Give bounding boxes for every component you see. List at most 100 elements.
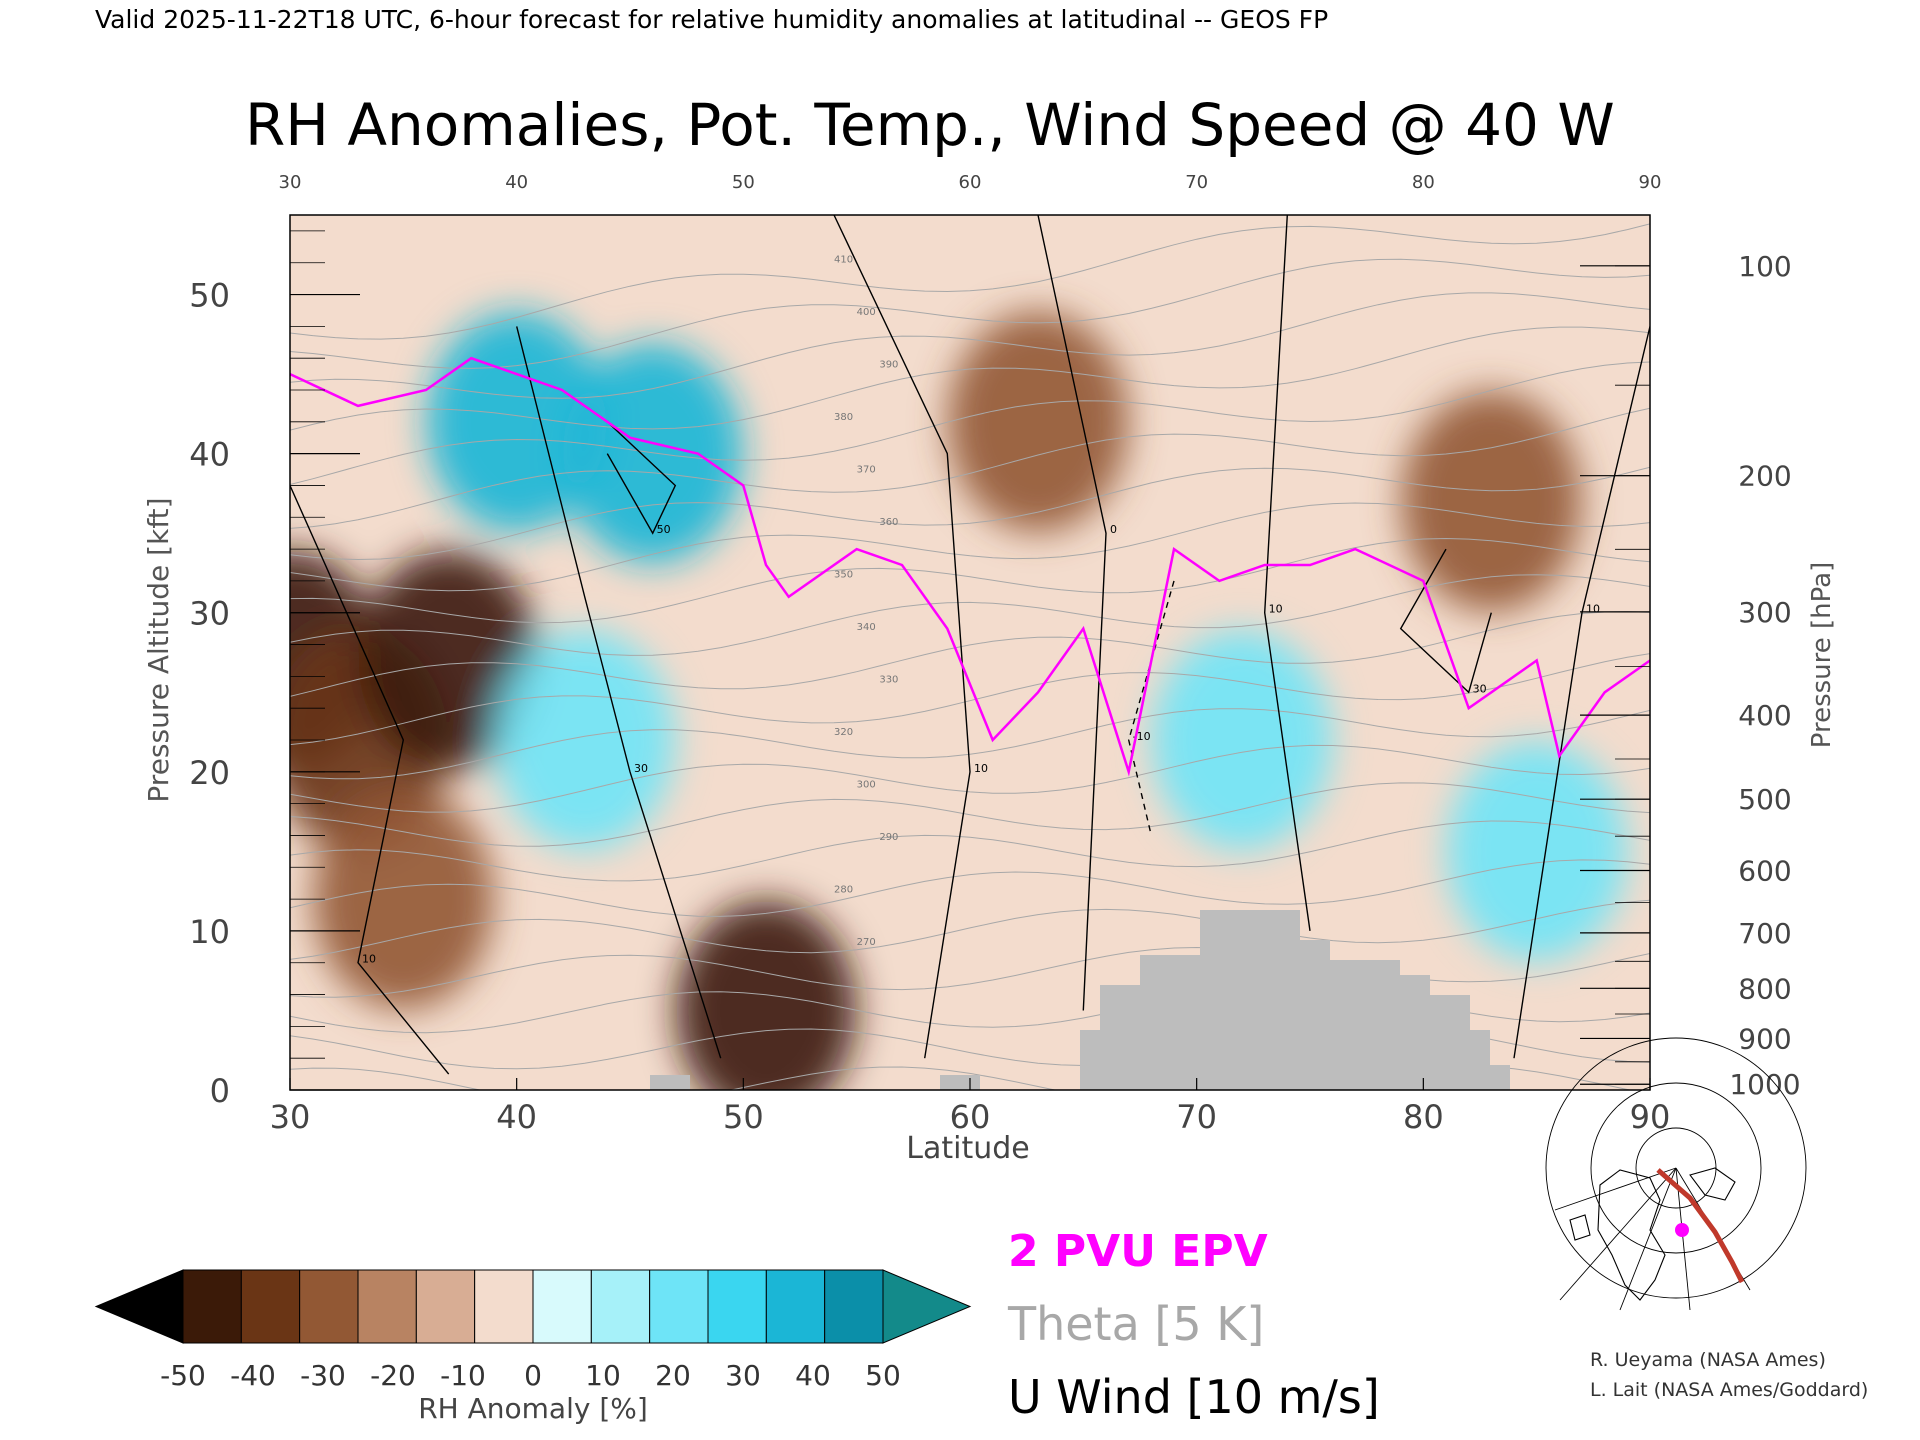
colorbar-segment xyxy=(707,1269,767,1344)
colorbar-high-arrow xyxy=(882,1269,972,1344)
x-axis-ticks: 30 40 50 60 70 80 90 xyxy=(270,1078,1671,1136)
colorbar: -50 -40 -30 -20 -10 0 10 20 30 40 50 xyxy=(94,1269,972,1392)
theta-contour-label: 390 xyxy=(879,360,898,371)
left-axis-ticks: 0 10 20 30 40 50 xyxy=(189,230,360,1110)
plot-area: 4104003903803703603503403303203002902802… xyxy=(189,172,1800,1136)
u-wind-contour-label: 30 xyxy=(634,762,648,775)
rh-anomaly-field xyxy=(290,311,1627,1090)
legend-wind: U Wind [10 m/s] xyxy=(1008,1370,1380,1424)
colorbar-segment xyxy=(357,1269,417,1344)
rh-anomaly-cell xyxy=(948,311,1128,532)
inset-map xyxy=(1545,1037,1807,1311)
colorbar-tick-label: 40 xyxy=(795,1359,831,1392)
rh-anomaly-cell xyxy=(1401,391,1582,612)
y-tick-label: 30 xyxy=(189,595,230,633)
epv-2pvu-line xyxy=(290,356,1650,777)
theta-contour xyxy=(290,782,1650,847)
colorbar-segment xyxy=(415,1269,476,1344)
x-top-tick-label: 60 xyxy=(959,172,982,193)
theta-contour xyxy=(290,326,1650,431)
theta-contour-label: 300 xyxy=(857,780,876,791)
colorbar-tick-label: -50 xyxy=(160,1359,206,1392)
y-tick-label: 10 xyxy=(189,913,230,951)
colorbar-segment xyxy=(649,1269,709,1344)
rh-anomaly-cell xyxy=(676,900,856,1090)
u-wind-contour-label: 30 xyxy=(1473,682,1487,695)
colorbar-tick-label: -20 xyxy=(370,1359,416,1392)
x-top-tick-label: 80 xyxy=(1412,172,1435,193)
theta-contour-label: 290 xyxy=(879,832,898,843)
theta-contour xyxy=(290,407,1650,529)
u-wind-contour xyxy=(606,421,677,535)
theta-contour-label: 380 xyxy=(834,412,853,423)
inset-cross-section-track xyxy=(1656,1168,1745,1284)
u-wind-contour xyxy=(1399,548,1492,694)
y-axis-left-title: Pressure Altitude [kft] xyxy=(142,497,175,802)
theta-contour xyxy=(290,502,1650,592)
valid-time-line: Valid 2025-11-22T18 UTC, 6-hour forecast… xyxy=(95,5,1328,34)
u-wind-contour-label: 10 xyxy=(362,953,376,966)
x-top-tick-label: 30 xyxy=(279,172,302,193)
y-tick-label: 20 xyxy=(189,754,230,792)
x-tick-label: 30 xyxy=(270,1098,311,1136)
pressure-tick-label: 900 xyxy=(1738,1022,1791,1055)
theta-contour-label: 270 xyxy=(857,937,876,948)
u-wind-contour xyxy=(1037,215,1107,1011)
colorbar-segment xyxy=(474,1269,534,1344)
pressure-tick-label: 700 xyxy=(1738,917,1791,950)
pressure-tick-label: 400 xyxy=(1738,699,1791,732)
theta-contour-label: 340 xyxy=(857,622,876,633)
colorbar-tick-label: -10 xyxy=(440,1359,486,1392)
rh-anomaly-cell xyxy=(426,311,607,532)
rh-anomaly-cell xyxy=(1446,741,1627,962)
colorbar-tick-label: -30 xyxy=(300,1359,346,1392)
colorbar-low-arrow xyxy=(94,1269,184,1344)
theta-contour-label: 360 xyxy=(879,517,898,528)
u-wind-contour-label: 50 xyxy=(657,523,671,536)
u-wind-contour-label: 10 xyxy=(1269,603,1283,616)
inset-location-marker xyxy=(1675,1223,1689,1237)
u-wind-contour-label: 0 xyxy=(1110,523,1117,536)
theta-contour-label: 320 xyxy=(834,727,853,738)
theta-contour xyxy=(290,292,1650,399)
rh-anomaly-cell xyxy=(313,789,494,1010)
y-tick-label: 50 xyxy=(189,277,230,315)
inset-coastlines xyxy=(1569,1167,1736,1301)
x-axis-title: Latitude xyxy=(906,1131,1029,1166)
u-wind-contour-label: 10 xyxy=(1586,603,1600,616)
colorbar-segment xyxy=(824,1269,884,1344)
theta-contour xyxy=(290,708,1650,780)
pressure-tick-label: 500 xyxy=(1738,783,1791,816)
theta-contour xyxy=(290,258,1650,369)
colorbar-segment xyxy=(765,1269,826,1344)
rh-anomaly-cell xyxy=(1152,630,1332,850)
colorbar-label: RH Anomaly [%] xyxy=(418,1392,648,1425)
x-top-tick-label: 40 xyxy=(505,172,528,193)
colorbar-segment xyxy=(590,1269,651,1344)
chart-title: RH Anomalies, Pot. Temp., Wind Speed @ 4… xyxy=(245,91,1615,159)
pressure-tick-label: 600 xyxy=(1738,855,1791,888)
theta-contour xyxy=(290,611,1650,697)
colorbar-segment xyxy=(299,1269,359,1344)
u-wind-contour-label: 10 xyxy=(974,762,988,775)
colorbar-segment xyxy=(532,1269,592,1344)
rh-anomaly-cell xyxy=(562,343,743,564)
rh-anomaly-cell xyxy=(494,630,675,850)
theta-contour xyxy=(290,859,1650,917)
surface-mask xyxy=(650,910,1510,1090)
theta-contour-label: 280 xyxy=(834,885,853,896)
credit-line-1: R. Ueyama (NASA Ames) xyxy=(1590,1349,1826,1371)
x-tick-label: 50 xyxy=(723,1098,764,1136)
theta-contour xyxy=(290,466,1650,561)
theta-contour xyxy=(290,537,1650,624)
rh-anomaly-cell xyxy=(358,550,539,771)
colorbar-tick-label: 30 xyxy=(725,1359,761,1392)
legend-theta: Theta [5 K] xyxy=(1007,1297,1264,1351)
y-axis-right-title: Pressure [hPa] xyxy=(1807,562,1837,749)
x-tick-label: 80 xyxy=(1403,1098,1444,1136)
y-tick-label: 40 xyxy=(189,436,230,474)
x-tick-label: 90 xyxy=(1630,1098,1671,1136)
x-top-tick-label: 50 xyxy=(732,172,755,193)
